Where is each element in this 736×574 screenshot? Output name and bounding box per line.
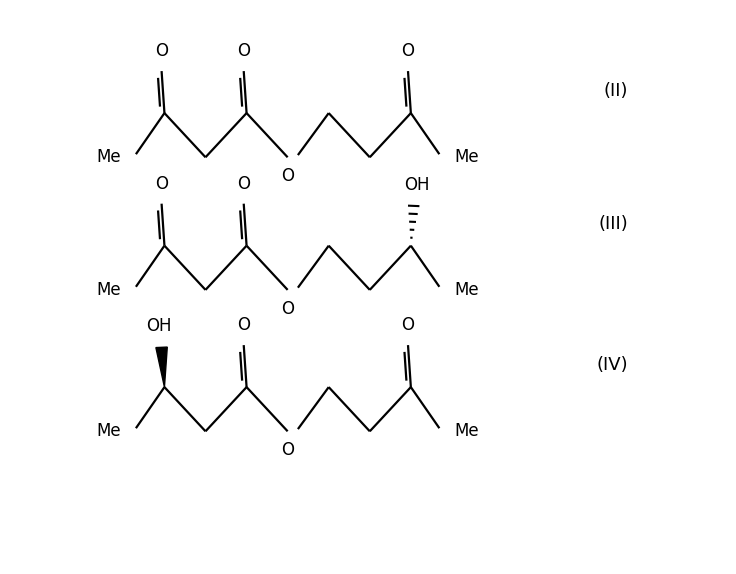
- Text: Me: Me: [455, 148, 479, 166]
- Text: O: O: [281, 441, 294, 459]
- Text: Me: Me: [455, 422, 479, 440]
- Text: OH: OH: [146, 317, 171, 335]
- Text: O: O: [155, 42, 168, 60]
- Text: (IV): (IV): [597, 356, 628, 374]
- Text: (III): (III): [598, 215, 628, 232]
- Text: O: O: [281, 300, 294, 317]
- Text: Me: Me: [96, 422, 121, 440]
- Text: O: O: [237, 174, 250, 193]
- Text: O: O: [281, 167, 294, 185]
- Text: Me: Me: [96, 148, 121, 166]
- Text: O: O: [402, 42, 414, 60]
- Text: O: O: [155, 174, 168, 193]
- Text: O: O: [237, 316, 250, 334]
- Text: O: O: [402, 316, 414, 334]
- Text: (II): (II): [604, 82, 628, 100]
- Text: O: O: [237, 42, 250, 60]
- Polygon shape: [156, 347, 167, 387]
- Text: Me: Me: [455, 281, 479, 299]
- Text: Me: Me: [96, 281, 121, 299]
- Text: OH: OH: [404, 176, 429, 194]
